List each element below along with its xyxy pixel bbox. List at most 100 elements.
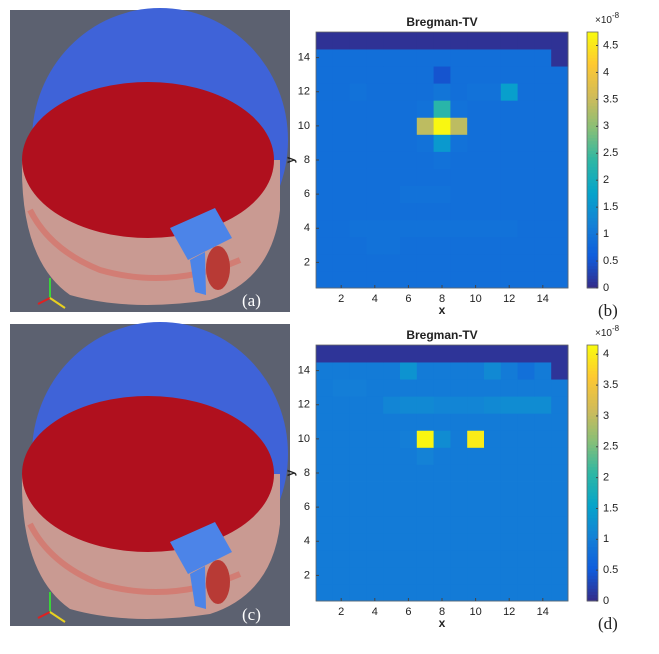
heatmap-cell	[366, 379, 384, 397]
colorbar-segment	[587, 57, 598, 62]
heatmap-cell	[332, 498, 350, 517]
heatmap-cell	[400, 168, 418, 186]
heatmap-cell	[534, 566, 552, 585]
heatmap-cell	[450, 100, 468, 118]
colorbar-segment	[587, 559, 598, 564]
heatmap-cell	[450, 362, 468, 380]
heatmap-cell	[500, 345, 518, 363]
heatmap-cell	[366, 134, 384, 152]
y-tick-label: 4	[304, 535, 310, 547]
colorbar-segment	[587, 96, 598, 100]
heatmap-cell	[349, 583, 367, 602]
heatmap-cell	[467, 185, 485, 204]
colorbar-segment	[587, 357, 598, 362]
heatmap-cell	[433, 583, 451, 602]
heatmap-cell	[500, 498, 518, 517]
colorbar-segment	[587, 176, 598, 180]
heatmap-cell	[484, 396, 502, 414]
colorbar-segment	[587, 511, 598, 516]
heatmap-cell	[383, 345, 401, 363]
heatmap-cell	[366, 413, 384, 431]
heatmap-cell	[534, 236, 552, 255]
heatmap-cell	[383, 447, 401, 465]
panel-label: (a)	[242, 291, 261, 310]
heatmap-cell	[400, 532, 418, 551]
heatmap-cell	[500, 464, 518, 482]
colorbar-segment	[587, 501, 598, 506]
heatmap-cell	[332, 83, 350, 101]
heatmap-cell	[349, 117, 367, 135]
heatmap-cell	[500, 49, 518, 67]
heatmap-cell	[551, 100, 569, 118]
heatmap-cell	[484, 117, 502, 135]
heatmap-cell	[400, 219, 418, 238]
heatmap-cell	[400, 134, 418, 152]
heatmap-cell	[551, 413, 569, 431]
colorbar-segment	[587, 591, 598, 596]
colorbar-segment	[587, 444, 598, 448]
heatmap-cell	[500, 270, 518, 289]
colorbar-tick-label: 0	[603, 595, 609, 607]
colorbar-segment	[587, 246, 598, 251]
heatmap-cell	[316, 202, 334, 221]
heatmap-cell	[383, 66, 401, 84]
colorbar-segment	[587, 572, 598, 576]
heatmap-cell	[400, 362, 418, 380]
x-axis-label: x	[439, 303, 446, 317]
colorbar-segment	[587, 383, 598, 388]
colorbar-segment	[587, 399, 598, 404]
heatmap-cell	[484, 532, 502, 551]
heatmap-cell	[366, 83, 384, 101]
heatmap-cell	[534, 185, 552, 204]
colorbar-segment	[587, 140, 598, 145]
heatmap-cell	[534, 168, 552, 186]
heatmap-cell	[366, 236, 384, 255]
heatmap-cell	[467, 202, 485, 221]
heatmap-cell	[433, 413, 451, 431]
heatmap-cell	[484, 134, 502, 152]
colorbar-box	[586, 31, 599, 289]
colorbar-segment	[587, 265, 598, 270]
heatmap-cell	[450, 236, 468, 255]
colorbar-segment	[587, 533, 598, 538]
heatmap-cell	[484, 236, 502, 255]
heatmap-cell	[534, 253, 552, 272]
colorbar-segment	[587, 166, 598, 171]
heatmap-cell	[400, 396, 418, 414]
heatmap-cell	[366, 66, 384, 84]
heatmap-cell	[383, 134, 401, 152]
heatmap-cell	[316, 134, 334, 152]
colorbar-segment	[587, 153, 598, 158]
heatmap-cell	[349, 32, 367, 50]
colorbar-segment	[587, 351, 598, 356]
heatmap-cell	[450, 83, 468, 101]
colorbar-segment	[587, 447, 598, 452]
colorbar-segment	[587, 124, 598, 129]
colorbar-segment	[587, 76, 598, 81]
colorbar-segment	[587, 243, 598, 247]
heatmap-cell	[383, 583, 401, 602]
heatmap-cell	[400, 66, 418, 84]
colorbar-segment	[587, 73, 598, 78]
heatmap-cell	[332, 219, 350, 238]
colorbar-segment	[587, 144, 598, 148]
heatmap-cell	[316, 270, 334, 289]
heatmap-cell	[517, 447, 535, 465]
colorbar-multiplier: ×10	[595, 328, 612, 339]
heatmap-cell	[500, 396, 518, 414]
x-tick-label: 12	[503, 293, 515, 305]
colorbar-tick-label: 1	[603, 228, 609, 240]
heatmap-cell	[517, 66, 535, 84]
heatmap-cell	[416, 532, 434, 551]
colorbar-segment	[587, 182, 598, 187]
heatmap-cell	[433, 253, 451, 272]
colorbar-tick-label: 1.5	[603, 502, 618, 514]
heatmap-cell	[366, 481, 384, 499]
heatmap-cell	[433, 362, 451, 380]
heatmap-cell	[534, 447, 552, 465]
colorbar-segment	[587, 185, 598, 190]
heatmap-cell	[349, 185, 367, 204]
colorbar-segment	[587, 67, 598, 71]
heatmap-cell	[534, 396, 552, 414]
heatmap-cell	[450, 49, 468, 67]
